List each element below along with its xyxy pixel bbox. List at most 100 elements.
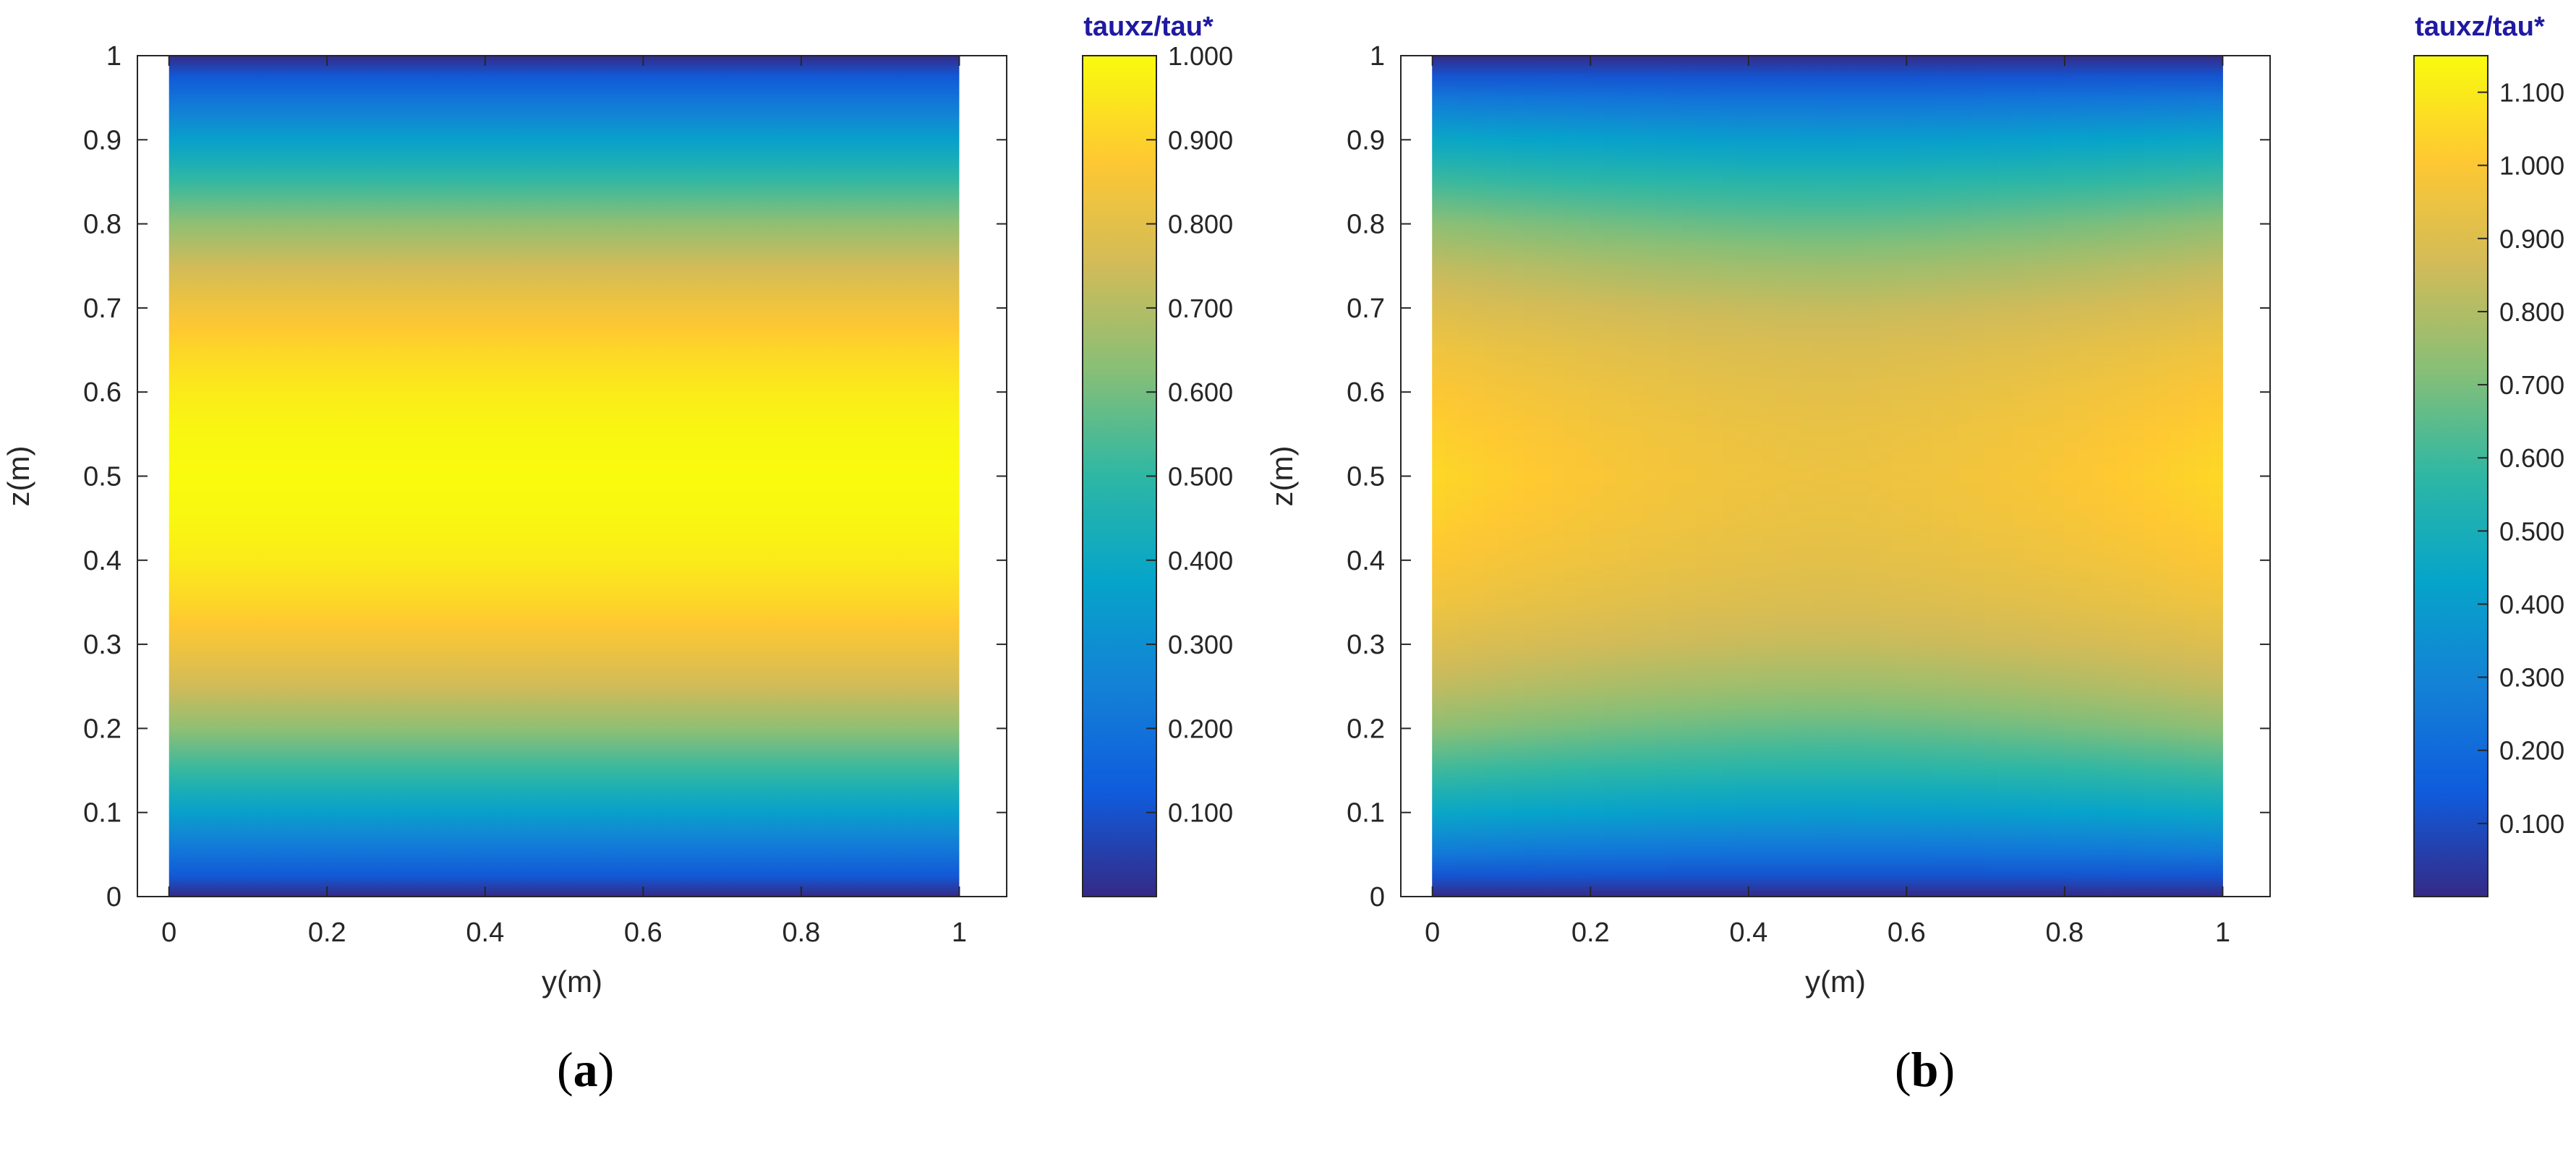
heatmap-strip bbox=[1748, 56, 1762, 897]
heatmap-strip bbox=[1498, 56, 1512, 897]
colorbar-title: tauxz/tau* bbox=[1083, 12, 1214, 42]
heatmap-strip bbox=[2104, 56, 2118, 897]
heatmap-strip bbox=[1524, 56, 1538, 897]
heatmap-strip bbox=[1471, 56, 1486, 897]
heatmap-strip bbox=[1551, 56, 1565, 897]
heatmap-strip bbox=[1761, 56, 1775, 897]
heatmap-strip bbox=[1919, 56, 1934, 897]
heatmap-strip bbox=[2209, 56, 2223, 897]
colorbar bbox=[1082, 55, 1157, 897]
colorbar-tick-label: 0.500 bbox=[1168, 462, 1233, 492]
y-tick-label: 0.2 bbox=[83, 714, 121, 744]
heatmap-strip bbox=[1801, 56, 1815, 897]
heatmap-strip bbox=[1564, 56, 1578, 897]
heatmap-strip bbox=[2077, 56, 2091, 897]
heatmap-strip bbox=[1458, 56, 1472, 897]
panel-label-b-letter: b bbox=[1911, 1042, 1939, 1097]
heatmap-strip bbox=[2090, 56, 2105, 897]
heatmap-strip bbox=[1985, 56, 2000, 897]
y-tick-label: 0.7 bbox=[83, 294, 121, 324]
x-axis-label: y(m) bbox=[1805, 965, 1866, 999]
heatmap-strip bbox=[1774, 56, 1788, 897]
heatmap-strip bbox=[2143, 56, 2157, 897]
y-tick-label: 0.8 bbox=[1347, 210, 1385, 240]
heatmap-strip bbox=[1590, 56, 1604, 897]
colorbar-tick-label: 0.600 bbox=[1168, 377, 1233, 407]
y-tick-label: 0.6 bbox=[1347, 377, 1385, 408]
heatmap-strip bbox=[1616, 56, 1631, 897]
heatmap-strip bbox=[1642, 56, 1657, 897]
heatmap-strip bbox=[1669, 56, 1684, 897]
heatmap-strip bbox=[2170, 56, 2184, 897]
heatmap-strip bbox=[1932, 56, 1947, 897]
x-tick-label: 0.6 bbox=[624, 918, 662, 948]
y-tick-label: 1 bbox=[106, 41, 121, 72]
heatmap-strip bbox=[2117, 56, 2131, 897]
colorbar-tick-label: 0.200 bbox=[1168, 714, 1233, 743]
x-tick-label: 0 bbox=[1425, 918, 1440, 948]
heatmap-strip bbox=[1814, 56, 1828, 897]
heatmap-strip bbox=[1880, 56, 1894, 897]
y-tick-label: 0.9 bbox=[83, 125, 121, 155]
panel-b: 0 0.2 0.4 0.6 0.8 100.10.20.30.40.50.60.70.80… bbox=[1265, 12, 2564, 999]
y-tick-label: 0.4 bbox=[1347, 546, 1385, 576]
heatmap-strip bbox=[2037, 56, 2052, 897]
heatmap-strip bbox=[2156, 56, 2171, 897]
heatmap-strip bbox=[1577, 56, 1591, 897]
y-tick-label: 0.9 bbox=[1347, 125, 1385, 155]
heatmap-strip bbox=[1853, 56, 1868, 897]
y-tick-label: 0 bbox=[1370, 882, 1385, 912]
colorbar-tick-label: 1.100 bbox=[2499, 78, 2564, 108]
heatmap-strip bbox=[1945, 56, 1960, 897]
colorbar-tick-label: 0.800 bbox=[2499, 297, 2564, 327]
colorbar-tick-label: 0.500 bbox=[2499, 516, 2564, 546]
colorbar-tick-label: 0.300 bbox=[2499, 663, 2564, 693]
colorbar-tick-label: 0.700 bbox=[1168, 294, 1233, 323]
x-tick-label: 0.6 bbox=[1888, 918, 1926, 948]
heatmap-strip bbox=[1721, 56, 1736, 897]
heatmap-strip bbox=[1682, 56, 1697, 897]
colorbar-tick-label: 0.400 bbox=[2499, 589, 2564, 619]
y-tick-label: 0.4 bbox=[83, 546, 121, 576]
x-tick-label: 0.8 bbox=[2045, 918, 2084, 948]
y-tick-label: 0.5 bbox=[1347, 462, 1385, 492]
heatmap-strip bbox=[1445, 56, 1459, 897]
heatmap-strip bbox=[1735, 56, 1749, 897]
y-axis-label: z(m) bbox=[1, 446, 35, 507]
heatmap-strip bbox=[1958, 56, 1973, 897]
heatmap-strip bbox=[1867, 56, 1881, 897]
y-tick-label: 0.3 bbox=[83, 630, 121, 660]
heatmap-strip bbox=[2064, 56, 2078, 897]
heatmap-strip bbox=[1432, 56, 1446, 897]
heatmap-strip bbox=[1971, 56, 1987, 897]
y-tick-label: 0.7 bbox=[1347, 294, 1385, 324]
heatmap-strip bbox=[1603, 56, 1618, 897]
colorbar-title: tauxz/tau* bbox=[2415, 12, 2545, 42]
heatmap-strip bbox=[1893, 56, 1907, 897]
x-tick-label: 0.4 bbox=[1729, 918, 1767, 948]
x-tick-label: 0.2 bbox=[308, 918, 346, 948]
heatmap-strip bbox=[2011, 56, 2026, 897]
heatmap-strip bbox=[1695, 56, 1710, 897]
colorbar bbox=[2413, 55, 2488, 897]
heatmap-strip bbox=[1827, 56, 1841, 897]
heatmap-strip bbox=[2183, 56, 2197, 897]
colorbar-tick-label: 0.200 bbox=[2499, 736, 2564, 766]
y-tick-label: 0.2 bbox=[1347, 714, 1385, 744]
x-tick-label: 0.4 bbox=[466, 918, 504, 948]
colorbar-tick-label: 0.100 bbox=[1168, 798, 1233, 828]
y-tick-label: 0.1 bbox=[1347, 798, 1385, 829]
heatmap-strip bbox=[1787, 56, 1802, 897]
heatmap-strip bbox=[2051, 56, 2065, 897]
y-axis-label: z(m) bbox=[1265, 446, 1299, 507]
panel-a: 0 0.2 0.4 0.6 0.8 100.10.20.30.40.50.60.70.80… bbox=[1, 12, 1233, 999]
heatmap-strip bbox=[2024, 56, 2039, 897]
heatmap-strip bbox=[2130, 56, 2144, 897]
heatmap-strip bbox=[1840, 56, 1854, 897]
heatmap-strip bbox=[1708, 56, 1723, 897]
y-tick-label: 0.6 bbox=[83, 377, 121, 408]
heatmap-strip bbox=[1511, 56, 1525, 897]
heatmap-strip bbox=[1655, 56, 1671, 897]
colorbar-tick-label: 0.800 bbox=[1168, 210, 1233, 239]
y-tick-label: 0.5 bbox=[83, 462, 121, 492]
